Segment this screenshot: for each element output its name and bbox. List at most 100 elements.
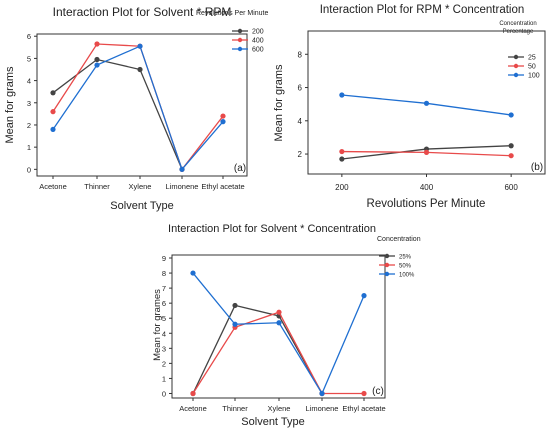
- panel-a-x-tick-label: Acetone: [39, 182, 67, 191]
- panel-b-data-point-25: [508, 143, 514, 149]
- panel-a-y-tick-label: 2: [27, 121, 31, 130]
- panel-a-legend-label: 200: [252, 29, 264, 36]
- panel-a-plot-frame: [36, 33, 248, 177]
- panel-a-data-point-600: [179, 166, 185, 172]
- panel-c-data-point-50pct: [276, 309, 282, 315]
- panel-b-data-point-50: [508, 153, 514, 159]
- panel-b-legend-label: 25: [528, 55, 536, 62]
- panel-b-y-tick-label: 4: [298, 117, 303, 126]
- panel-c-data-point-50pct: [361, 390, 367, 397]
- panel-c-data-point-100pct: [232, 321, 238, 327]
- panel-c-legend-label: 100%: [399, 273, 415, 279]
- panel-a-x-tick-label: Limonene: [166, 182, 199, 191]
- panel-c-x-tick-label: Xylene: [268, 404, 291, 413]
- panel-b-legend-swatch-marker: [513, 72, 519, 78]
- panel-a-data-point-600: [94, 62, 100, 68]
- panel-a-legend-swatch-marker: [237, 46, 243, 52]
- panel-c-x-tick-label: Acetone: [179, 404, 207, 413]
- panel-c-y-tick-label: 0: [162, 389, 166, 398]
- panel-c-data-point-50pct: [190, 390, 196, 397]
- panel-c-y-tick-label: 1: [162, 374, 166, 383]
- panel-b-panel-label: (b): [531, 162, 543, 173]
- panel-c-legend-title: Concentration: [377, 236, 421, 243]
- panel-a-legend-swatch-marker: [237, 28, 243, 34]
- panel-b-y-tick-label: 6: [298, 84, 303, 93]
- panel-b-x-axis-label: Revolutions Per Minute: [367, 198, 486, 210]
- panel-a-series-line-200: [52, 58, 183, 170]
- panel-b-data-point-25: [339, 156, 345, 162]
- panel-b-legend-title-line: Percentage: [503, 29, 534, 35]
- panel-c-y-tick-label: 2: [162, 359, 166, 368]
- panel-c-y-tick-label: 9: [162, 254, 166, 263]
- panel-a-data-point-600: [137, 43, 143, 49]
- panel-a-y-tick-label: 4: [27, 77, 31, 86]
- panel-c-legend-swatch-marker: [384, 262, 390, 268]
- panel-a-title: Interaction Plot for Solvent * RPM: [53, 5, 232, 19]
- panel-c-y-axis-label: Mean for grames: [152, 289, 163, 361]
- panel-b-title: Interaction Plot for RPM * Concentration: [320, 4, 525, 16]
- panel-c-legend-swatch-marker: [384, 253, 390, 259]
- panel-a-legend-label: 400: [252, 38, 264, 45]
- panel-b-data-point-100: [508, 112, 514, 118]
- panel-c-title: Interaction Plot for Solvent * Concentra…: [168, 223, 376, 235]
- panel-a-legend-label: 600: [252, 47, 264, 54]
- panel-a-y-tick-label: 3: [27, 99, 31, 108]
- panel-b-legend-label: 50: [528, 64, 536, 71]
- panel-c-y-tick-label: 8: [162, 269, 166, 278]
- panel-a-data-point-400: [50, 109, 56, 115]
- panel-c-legend-swatch-marker: [384, 271, 390, 277]
- panel-a-y-tick-label: 0: [27, 165, 31, 174]
- panel-a-x-axis-label: Solvent Type: [110, 200, 173, 212]
- panel-b-x-tick-label: 600: [504, 183, 518, 192]
- panel-b-y-tick-label: 2: [298, 150, 303, 159]
- panel-a-y-axis-label: Mean for grams: [4, 66, 16, 144]
- panel-c-series-line-100pct: [192, 272, 365, 395]
- panel-c-y-tick-label: 5: [162, 314, 166, 323]
- panel-b-x-tick-label: 400: [420, 183, 434, 192]
- panel-a-legend-swatch-marker: [237, 37, 243, 43]
- panel-a-data-point-400: [220, 113, 226, 119]
- panel-b-legend-swatch-marker: [513, 63, 519, 69]
- panel-b-x-tick-label: 200: [335, 183, 349, 192]
- panel-c-series-line-25pct: [192, 304, 323, 394]
- panel-a-x-tick-label: Xylene: [129, 182, 152, 191]
- panel-c-y-tick-label: 6: [162, 299, 166, 308]
- panel-c-y-tick-label: 7: [162, 284, 166, 293]
- panel-b-data-point-50: [339, 148, 345, 155]
- panel-c-data-point-100pct: [276, 320, 282, 326]
- panel-b-legend-label: 100: [528, 73, 540, 80]
- panel-b-data-point-50: [423, 149, 430, 155]
- panel-a-data-point-200: [137, 66, 143, 73]
- panel-c-data-point-25pct: [232, 302, 238, 309]
- panel-a-y-tick-label: 6: [27, 32, 31, 41]
- panel-a-x-tick-label: Thinner: [84, 182, 110, 191]
- panel-b-y-axis-label: Mean for grams: [273, 64, 285, 142]
- panel-c-y-tick-label: 4: [162, 329, 166, 338]
- panel-b-legend-title-line: Concentration: [499, 21, 536, 27]
- panel-a-y-tick-label: 1: [27, 143, 31, 152]
- panel-c-legend-label: 25%: [399, 255, 412, 261]
- panel-c-x-tick-label: Ethyl acetate: [342, 404, 385, 413]
- panel-a-data-point-200: [50, 90, 56, 96]
- panel-c-panel-label: (c): [372, 386, 384, 397]
- panel-c-y-tick-label: 3: [162, 344, 166, 353]
- panel-c-x-tick-label: Limonene: [306, 404, 339, 413]
- panel-b-data-point-100: [423, 100, 430, 106]
- panel-a-data-point-600: [50, 126, 56, 133]
- panel-a-series-line-600: [52, 45, 224, 171]
- panel-c-legend-label: 50%: [399, 264, 412, 270]
- panel-b-data-point-100: [339, 92, 345, 98]
- panel-a-y-tick-label: 5: [27, 54, 31, 63]
- panel-c-data-point-100pct: [319, 390, 325, 397]
- panel-c-data-point-100pct: [361, 293, 367, 299]
- panel-a-data-point-600: [220, 119, 226, 125]
- panel-b-y-tick-label: 8: [298, 50, 303, 59]
- panel-c-x-tick-label: Thinner: [222, 404, 248, 413]
- panel-c-data-point-100pct: [190, 270, 196, 276]
- panel-a-legend-title: Revolutions Per Minute: [196, 10, 268, 17]
- panel-a-data-point-400: [94, 41, 100, 47]
- panel-a-x-tick-label: Ethyl acetate: [201, 182, 244, 191]
- panel-a-data-point-200: [94, 56, 100, 63]
